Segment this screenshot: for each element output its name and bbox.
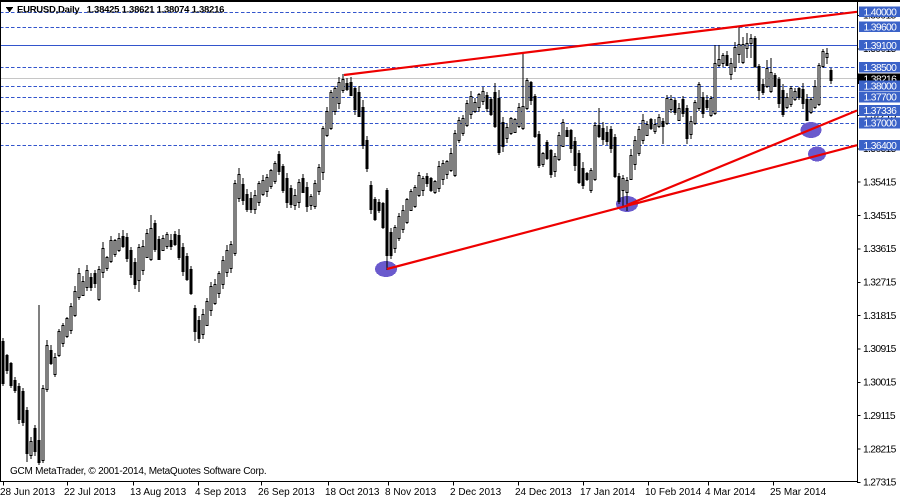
svg-text:1.34515: 1.34515 xyxy=(863,211,897,222)
svg-text:26 Sep 2013: 26 Sep 2013 xyxy=(258,487,315,498)
svg-text:1.31815: 1.31815 xyxy=(863,311,897,322)
svg-text:1.30015: 1.30015 xyxy=(863,378,897,389)
svg-text:24 Dec 2013: 24 Dec 2013 xyxy=(515,487,572,498)
svg-text:1.33615: 1.33615 xyxy=(863,244,897,255)
svg-text:1.32715: 1.32715 xyxy=(863,278,897,289)
svg-text:EURUSD,Daily 1.38425 1.38621: EURUSD,Daily 1.38425 1.38621 1.38074 1.3… xyxy=(17,5,224,16)
svg-text:4 Sep 2013: 4 Sep 2013 xyxy=(195,487,247,498)
svg-text:2 Dec 2013: 2 Dec 2013 xyxy=(450,487,502,498)
svg-text:1.37000: 1.37000 xyxy=(864,119,898,130)
svg-text:1.37336: 1.37336 xyxy=(864,106,898,117)
svg-text:1.28215: 1.28215 xyxy=(863,444,897,455)
svg-text:1.27315: 1.27315 xyxy=(863,478,897,489)
svg-text:1.29115: 1.29115 xyxy=(863,411,896,422)
svg-text:1.38000: 1.38000 xyxy=(864,82,898,93)
svg-text:1.38500: 1.38500 xyxy=(864,63,898,74)
svg-text:22 Jul 2013: 22 Jul 2013 xyxy=(64,487,116,498)
svg-text:8 Nov 2013: 8 Nov 2013 xyxy=(385,487,437,498)
svg-text:18 Oct 2013: 18 Oct 2013 xyxy=(325,487,380,498)
svg-text:28 Jun 2013: 28 Jun 2013 xyxy=(0,487,55,498)
svg-text:1.37215: 1.37215 xyxy=(863,111,897,122)
svg-text:10 Feb 2014: 10 Feb 2014 xyxy=(645,487,702,498)
svg-text:1.37700: 1.37700 xyxy=(864,93,898,104)
svg-text:1.39100: 1.39100 xyxy=(864,41,898,52)
svg-text:25 Mar 2014: 25 Mar 2014 xyxy=(770,487,827,498)
svg-text:1.30915: 1.30915 xyxy=(863,344,897,355)
svg-text:1.35415: 1.35415 xyxy=(863,177,897,188)
svg-text:1.40000: 1.40000 xyxy=(864,8,898,19)
svg-text:17 Jan 2014: 17 Jan 2014 xyxy=(580,487,635,498)
svg-text:1.36400: 1.36400 xyxy=(864,141,898,152)
svg-text:4 Mar 2014: 4 Mar 2014 xyxy=(705,487,756,498)
svg-text:GCM MetaTrader, © 2001-2014, M: GCM MetaTrader, © 2001-2014, MetaQuotes … xyxy=(10,466,266,477)
svg-text:1.39600: 1.39600 xyxy=(864,22,898,33)
svg-text:1.38216: 1.38216 xyxy=(864,74,898,85)
svg-text:13 Aug 2013: 13 Aug 2013 xyxy=(130,487,187,498)
